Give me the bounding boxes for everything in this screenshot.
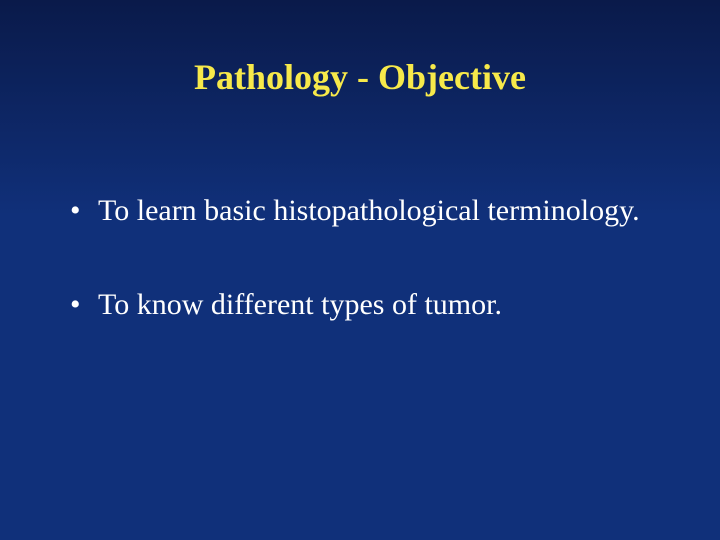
list-item: To learn basic histopathological termino…: [70, 192, 660, 230]
bullet-list: To learn basic histopathological termino…: [0, 192, 720, 323]
slide: Pathology - Objective To learn basic his…: [0, 0, 720, 540]
slide-title: Pathology - Objective: [0, 0, 720, 106]
list-item: To know different types of tumor.: [70, 286, 660, 324]
